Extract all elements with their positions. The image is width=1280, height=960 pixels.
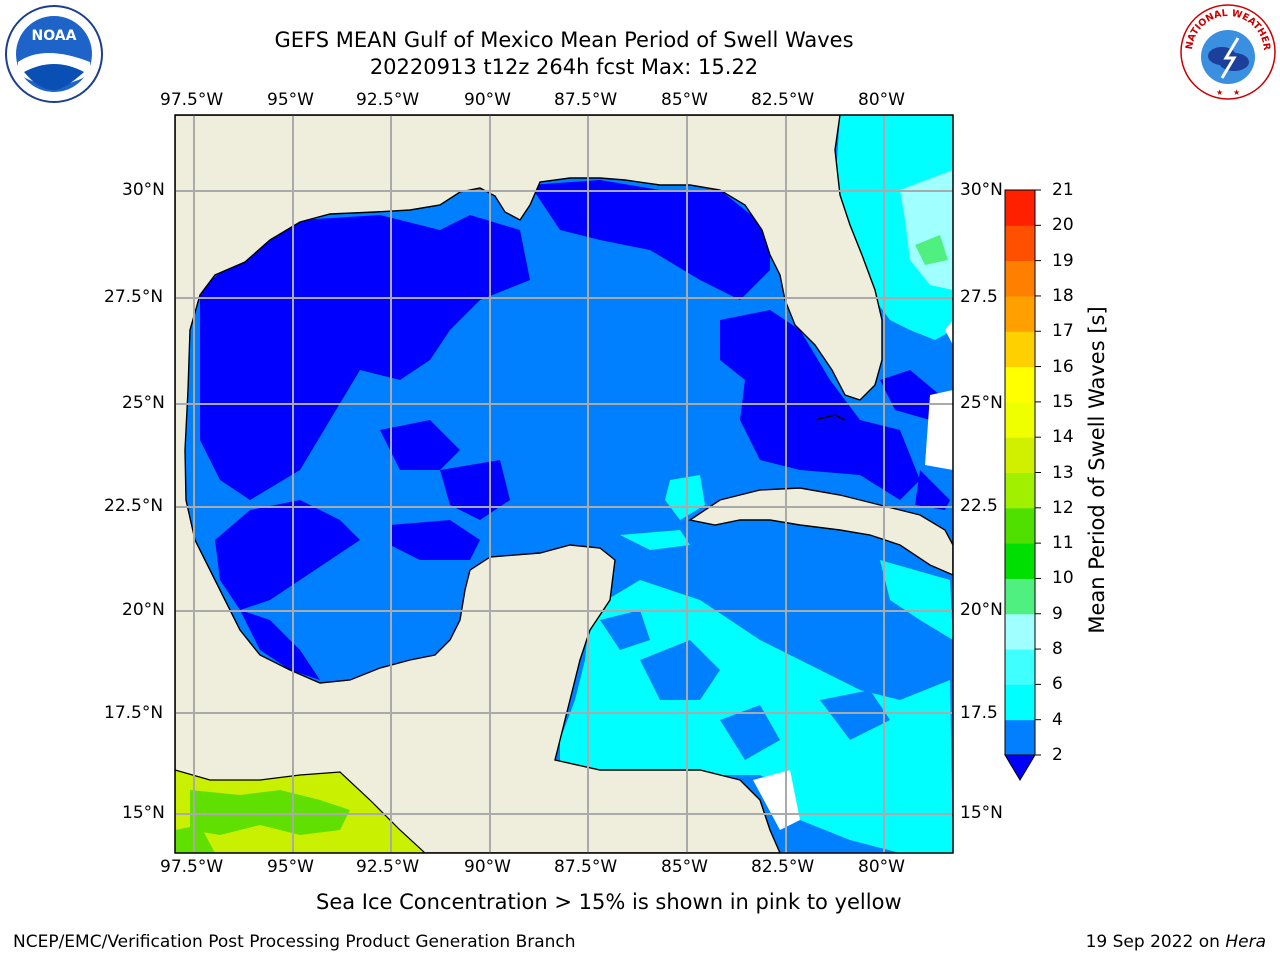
colorbar-tick-label: 19 — [1052, 250, 1074, 271]
colorbar-band — [1005, 684, 1035, 721]
colorbar-band — [1005, 613, 1035, 650]
lon-tick-top: 82.5°W — [751, 90, 815, 110]
colorbar-band — [1005, 295, 1035, 332]
colorbar-tick-label: 9 — [1052, 603, 1063, 624]
svg-text:★: ★ — [1216, 88, 1223, 97]
chart-title: GEFS MEAN Gulf of Mexico Mean Period of … — [274, 28, 854, 52]
land-masses — [175, 115, 953, 853]
colorbar-band — [1005, 719, 1035, 756]
colorbar-tick-label: 10 — [1052, 568, 1074, 589]
colorbar-extension — [1004, 754, 1036, 781]
footer-date-text: 19 Sep 2022 on — [1085, 932, 1220, 952]
colorbar-tick-label: 21 — [1052, 180, 1074, 200]
lat-tick-left: 17.5°N — [104, 703, 164, 723]
colorbar-tick-label: 16 — [1052, 356, 1074, 377]
lat-tick-right: 25°N — [960, 393, 1003, 413]
colorbar-tick-label: 12 — [1052, 497, 1074, 518]
lon-tick-bottom: 92.5°W — [356, 857, 420, 877]
colorbar-tick-label: 17 — [1052, 321, 1074, 342]
colorbar-band — [1005, 366, 1035, 403]
lon-tick-top: 92.5°W — [356, 90, 420, 110]
colorbar-tick-label: 15 — [1052, 391, 1074, 412]
lat-tick-right: 20°N — [960, 600, 1003, 620]
lon-tick-bottom: 90°W — [464, 857, 511, 877]
lon-tick-top: 90°W — [464, 90, 511, 110]
colorbar-tick-label: 20 — [1052, 215, 1074, 236]
lat-tick-right: 22.5 — [960, 496, 998, 516]
swell-contour-2-4s — [200, 180, 950, 680]
lat-tick-left: 20°N — [122, 600, 165, 620]
colorbar-band — [1005, 260, 1035, 297]
colorbar — [1004, 189, 1041, 781]
colorbar-band — [1005, 190, 1035, 226]
colorbar-tick-label: 6 — [1052, 674, 1063, 695]
lon-tick-bottom: 85°W — [661, 857, 708, 877]
colorbar-tick-label: 8 — [1052, 639, 1063, 660]
colorbar-tick-label: 11 — [1052, 533, 1074, 554]
graticule — [175, 115, 953, 853]
lat-tick-right: 30°N — [960, 180, 1003, 200]
colorbar-band — [1005, 472, 1035, 509]
lat-tick-right: 17.5 — [960, 703, 998, 723]
map-frame — [174, 114, 954, 854]
swell-contour-9-10s — [915, 235, 948, 265]
sea-ice-note: Sea Ice Concentration > 15% is shown in … — [316, 890, 902, 914]
lon-tick-top: 97.5°W — [160, 90, 224, 110]
colorbar-band — [1005, 649, 1035, 685]
lon-tick-top: 87.5°W — [554, 90, 618, 110]
noaa-logo: NOAA — [5, 5, 103, 103]
colorbar-tick-label: 13 — [1052, 462, 1074, 483]
lon-tick-bottom: 87.5°W — [554, 857, 618, 877]
footer-credit: NCEP/EMC/Verification Post Processing Pr… — [13, 932, 576, 952]
colorbar-tick-label: 14 — [1052, 427, 1074, 448]
lon-tick-top: 80°W — [858, 90, 905, 110]
colorbar-tick-label: 4 — [1052, 709, 1063, 730]
colorbar-band — [1005, 437, 1035, 473]
footer-machine: Hera — [1225, 932, 1266, 952]
lon-tick-top: 85°W — [661, 90, 708, 110]
lat-tick-left: 15°N — [122, 803, 165, 823]
colorbar-band — [1005, 543, 1035, 579]
lat-tick-left: 30°N — [122, 180, 165, 200]
lon-tick-bottom: 80°W — [858, 857, 905, 877]
lat-tick-right: 27.5 — [960, 287, 998, 307]
colorbar-band — [1005, 507, 1035, 544]
footer-date: 19 Sep 2022 on Hera — [1086, 932, 1266, 952]
lat-tick-left: 27.5°N — [104, 287, 164, 307]
lon-tick-bottom: 82.5°W — [751, 857, 815, 877]
colorbar-band — [1005, 578, 1035, 615]
lat-tick-left: 25°N — [122, 393, 165, 413]
nws-logo: NATIONAL WEATHER SERVICE ★ ★ — [1178, 2, 1276, 100]
lat-tick-left: 22.5°N — [104, 496, 164, 516]
colorbar-tick-label: 18 — [1052, 285, 1074, 306]
colorbar-band — [1005, 331, 1035, 368]
svg-text:★: ★ — [1233, 88, 1240, 97]
svg-text:NOAA: NOAA — [32, 28, 77, 44]
lon-tick-bottom: 95°W — [267, 857, 314, 877]
pacific-swell-region — [175, 769, 426, 853]
colorbar-band — [1005, 401, 1035, 438]
lat-tick-right: 15°N — [960, 803, 1003, 823]
chart-subtitle: 20220913 t12z 264h fcst Max: 15.22 — [369, 55, 759, 79]
lon-tick-top: 95°W — [267, 90, 314, 110]
colorbar-title: Mean Period of Swell Waves [s] — [1085, 306, 1109, 634]
swell-contour-interior — [600, 610, 890, 760]
colorbar-tick-label: 2 — [1052, 745, 1063, 765]
colorbar-band — [1005, 225, 1035, 262]
lon-tick-bottom: 97.5°W — [160, 857, 224, 877]
